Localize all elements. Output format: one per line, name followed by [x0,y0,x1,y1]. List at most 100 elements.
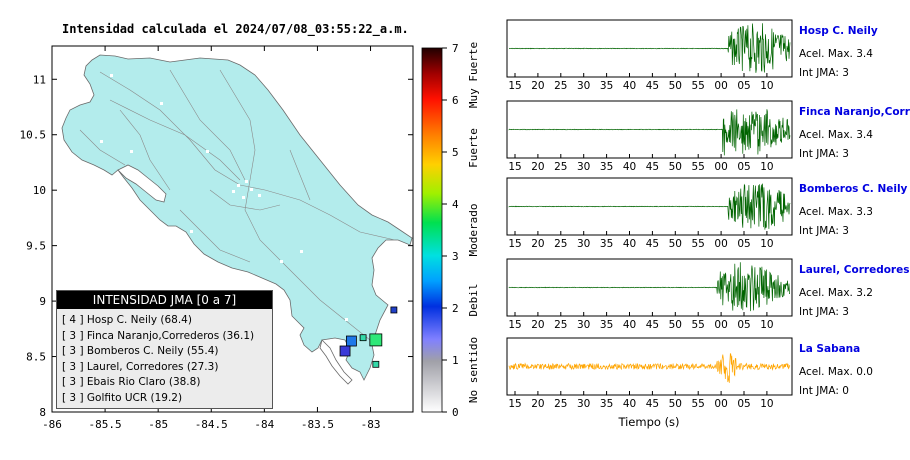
seismogram-tick-label: 05 [737,238,750,250]
y-tick-label: 10 [33,184,46,197]
seismogram-tick-label: 20 [531,398,544,410]
y-tick-label: 8.5 [26,351,46,364]
seismogram-tick-label: 10 [760,238,773,250]
seismogram-tick-label: 20 [531,80,544,92]
seismogram-tick-label: 50 [669,238,682,250]
x-tick-label: -85.5 [89,418,122,431]
seismogram-tick-label: 35 [600,80,613,92]
colorbar-category-label: Debil [467,283,480,316]
seismogram-tick-label: 15 [508,80,521,92]
seismogram-tick-label: 25 [554,398,567,410]
seismogram-tick-label: 25 [554,161,567,173]
seismogram-tick-label: 25 [554,319,567,331]
golfo-dulce [319,339,353,385]
seismogram-tick-label: 20 [531,319,544,331]
station-acel-label: Acel. Max. 3.4 [799,129,873,141]
seismogram-tick-label: 35 [600,238,613,250]
seismogram-tick-label: 55 [692,161,705,173]
city-dots [100,74,378,403]
station-acel-label: Acel. Max. 3.3 [799,206,873,218]
seismogram-tick-label: 35 [600,319,613,331]
seismogram-tick-label: 50 [669,161,682,173]
seismogram-trace [509,23,791,73]
station-name-label: Finca Naranjo,Corredor [799,106,910,118]
station-name-label: La Sabana [799,343,860,355]
seismogram-tick-label: 05 [737,80,750,92]
seismogram-tick-label: 05 [737,398,750,410]
seismogram-tick-label: 10 [760,398,773,410]
seismogram-tick-label: 45 [646,319,659,331]
seismogram-tick-label: 20 [531,238,544,250]
colorbar-tick-label: 3 [452,250,459,263]
seismogram-tick-label: 00 [714,161,727,173]
seismogram-tick-label: 30 [577,161,590,173]
colorbar-tick-label: 1 [452,354,459,367]
colorbar-category-label: Muy Fuerte [467,42,480,108]
seismogram-tick-label: 15 [508,319,521,331]
station-marker [346,335,357,347]
station-jma-label: Int JMA: 3 [799,67,849,79]
legend-item: [ 3 ] Golfito UCR (19.2) [62,391,183,404]
legend-list: [ 4 ] Hosp C. Neily (68.4) [ 3 ] Finca N… [62,313,272,406]
map-title: Intensidad calculada el 2024/07/08_03:55… [62,22,409,36]
gulf-of-nicoya [117,164,167,203]
station-jma-label: Int JMA: 3 [799,306,849,318]
station-acel-label: Acel. Max. 0.0 [799,366,873,378]
seismogram-tick-label: 55 [692,238,705,250]
colorbar-category-label: No sentido [467,337,480,403]
seismogram-tick-label: 15 [508,161,521,173]
station-marker [372,360,380,368]
seismogram-tick-label: 40 [623,398,636,410]
seismogram-tick-label: 00 [714,398,727,410]
seismogram-tick-label: 40 [623,80,636,92]
seismogram-tick-label: 10 [760,319,773,331]
seismogram-trace [508,262,790,312]
seismogram-tick-label: 00 [714,238,727,250]
x-tick-label: -84.5 [195,418,228,431]
colorbar-tick-label: 4 [452,198,459,211]
station-marker [339,345,351,357]
y-tick-label: 10.5 [20,129,47,142]
colorbar-category-label: Fuerte [467,128,480,168]
seismogram-tick-label: 45 [646,161,659,173]
station-name-label: Hosp C. Neily [799,25,878,37]
seismogram-tick-label: 15 [508,238,521,250]
intensity-legend: INTENSIDAD JMA [0 a 7] [ 4 ] Hosp C. Nei… [56,290,273,409]
seismogram-tick-label: 25 [554,80,567,92]
seismogram-tick-label: 30 [577,80,590,92]
seismogram-tick-label: 40 [623,238,636,250]
station-jma-label: Int JMA: 3 [799,225,849,237]
station-marker [390,306,398,314]
station-jma-label: Int JMA: 0 [799,385,849,397]
seismogram-tick-label: 45 [646,80,659,92]
seismogram-trace [508,109,791,156]
station-acel-label: Acel. Max. 3.2 [799,287,873,299]
colorbar-category-label: Moderado [467,204,480,257]
seismogram-tick-label: 05 [737,319,750,331]
seismogram-tick-label: 30 [577,319,590,331]
colorbar-tick-label: 5 [452,146,459,159]
station-marker [369,333,383,347]
legend-item: [ 3 ] Finca Naranjo,Correderos (36.1) [62,329,255,342]
station-name-label: Laurel, Corredores [799,264,909,276]
seismogram-tick-label: 40 [623,161,636,173]
seismogram-tick-label: 45 [646,238,659,250]
station-jma-label: Int JMA: 3 [799,148,849,160]
seismogram-tick-label: 25 [554,238,567,250]
seismogram-tick-label: 15 [508,398,521,410]
seismogram-tick-label: 20 [531,161,544,173]
seismogram-tick-label: 35 [600,161,613,173]
legend-title: INTENSIDAD JMA [0 a 7] [57,291,272,309]
seismogram-tick-label: 05 [737,161,750,173]
y-tick-label: 9.5 [26,240,46,253]
seismogram-tick-label: 50 [669,319,682,331]
legend-item: [ 4 ] Hosp C. Neily (68.4) [62,314,192,326]
seismogram-tick-label: 00 [714,319,727,331]
colorbar-tick-label: 0 [452,406,459,419]
colorbar-tick-label: 7 [452,42,459,55]
seismogram-trace [508,183,791,230]
seismogram-tick-label: 40 [623,319,636,331]
seismogram-tick-label: 55 [692,398,705,410]
colorbar-tick-label: 6 [452,94,459,107]
